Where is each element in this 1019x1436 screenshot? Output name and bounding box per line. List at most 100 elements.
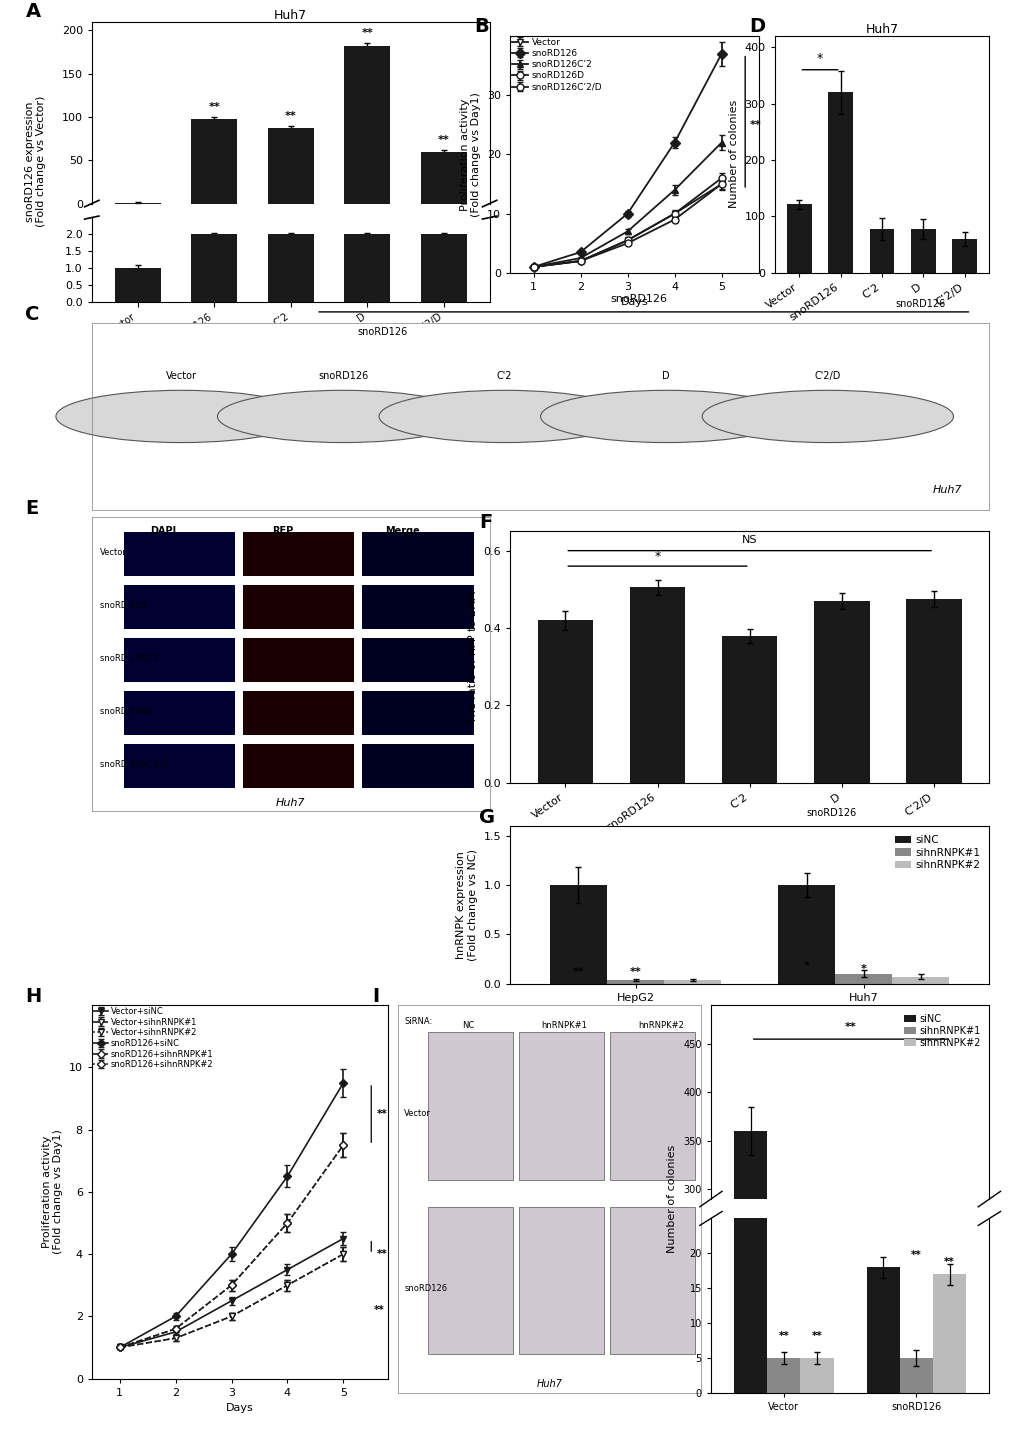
Text: Vector: Vector [100,547,126,557]
Text: RFP: RFP [272,526,293,536]
Text: Huh7: Huh7 [536,1379,561,1389]
Text: B: B [474,17,488,36]
Legend: siNC, sihnRNPK#1, sihnRNPK#2: siNC, sihnRNPK#1, sihnRNPK#2 [899,1010,983,1051]
Text: snoRD 126C'2/D: snoRD 126C'2/D [100,760,168,768]
Text: H: H [25,988,42,1007]
Text: hnRNPK#2: hnRNPK#2 [638,1021,684,1030]
Circle shape [540,391,791,442]
Bar [519,1032,603,1179]
Bar [734,0,766,1393]
Text: snoRD126: snoRD126 [895,299,945,309]
Text: A: A [25,3,41,22]
Text: hnRNPK#1: hnRNPK#1 [541,1021,587,1030]
FancyBboxPatch shape [243,584,354,629]
Text: *: * [803,961,809,971]
Text: **: ** [944,1258,954,1268]
Text: C'2/D: C'2/D [814,370,841,381]
Bar [777,885,835,984]
X-axis label: Days: Days [621,297,648,307]
Text: C: C [25,306,40,325]
FancyBboxPatch shape [123,584,234,629]
Bar [932,1274,965,1393]
FancyBboxPatch shape [243,744,354,788]
Bar [609,1206,694,1354]
Y-axis label: The ratio of RFP to DAPI: The ratio of RFP to DAPI [467,590,477,724]
Bar [906,599,961,783]
X-axis label: Days: Days [226,1403,254,1413]
Text: snoRD126: snoRD126 [357,327,407,337]
FancyBboxPatch shape [123,638,234,682]
FancyBboxPatch shape [123,531,234,576]
FancyBboxPatch shape [362,691,473,735]
FancyBboxPatch shape [123,744,234,788]
Circle shape [379,391,630,442]
Legend: siNC, sihnRNPK#1, sihnRNPK#2: siNC, sihnRNPK#1, sihnRNPK#2 [891,831,983,875]
Bar [835,974,892,984]
Bar [813,600,869,783]
Text: snoRD 126D: snoRD 126D [100,707,152,715]
Bar [519,1206,603,1354]
Circle shape [217,391,469,442]
Bar [609,1032,694,1179]
Text: NC: NC [462,1021,474,1030]
Text: snoRD 126: snoRD 126 [100,600,146,610]
Text: snoRD126: snoRD126 [318,370,368,381]
Circle shape [701,391,953,442]
Text: snoRD126 expression
(Fold change vs Vector): snoRD126 expression (Fold change vs Vect… [24,96,47,227]
Y-axis label: Number of colonies: Number of colonies [729,101,738,208]
Text: **: ** [376,1249,387,1259]
FancyBboxPatch shape [243,638,354,682]
Text: Huh7: Huh7 [932,485,962,495]
FancyBboxPatch shape [362,638,473,682]
Bar [428,1206,513,1354]
Bar [787,204,811,273]
Text: **: ** [374,1305,384,1315]
Title: Huh7: Huh7 [864,23,898,36]
Bar [866,1268,899,1393]
FancyBboxPatch shape [243,691,354,735]
Text: **: ** [284,111,297,121]
Text: **: ** [811,1331,821,1341]
Bar [421,234,467,302]
Bar [766,1358,800,1393]
Bar [268,234,314,302]
Text: DAPI: DAPI [150,526,176,536]
Bar [268,128,314,204]
FancyBboxPatch shape [123,691,234,735]
FancyBboxPatch shape [362,744,473,788]
Bar [952,238,976,273]
Bar [549,885,606,984]
Text: **: ** [844,1022,855,1032]
Text: **: ** [777,1331,789,1341]
Legend: Vector+siNC, Vector+sihnRNPK#1, Vector+sihnRNPK#2, snoRD126+siNC, snoRD126+sihnR: Vector+siNC, Vector+sihnRNPK#1, Vector+s… [94,1007,213,1070]
Text: **: ** [208,102,220,112]
Text: D: D [748,17,764,36]
Y-axis label: hnRNPK expression
(Fold change vs NC): hnRNPK expression (Fold change vs NC) [455,849,477,961]
Bar [192,119,236,204]
Bar [606,979,663,984]
Text: **: ** [749,119,761,129]
Text: E: E [25,500,39,518]
Title: Huh7: Huh7 [274,9,307,22]
Text: C'2: C'2 [496,370,512,381]
Bar [114,269,161,302]
Text: **: ** [629,966,641,976]
Text: SiRNA:: SiRNA: [404,1017,432,1025]
Text: F: F [479,514,492,533]
Bar [869,228,894,273]
Bar [192,234,236,302]
Text: **: ** [437,135,449,145]
Text: *: * [654,550,660,563]
FancyBboxPatch shape [243,531,354,576]
Bar [344,234,390,302]
Text: *: * [860,964,866,974]
Text: **: ** [361,29,373,37]
Y-axis label: Proliferation activity
(Fold change vs Day1): Proliferation activity (Fold change vs D… [460,92,481,217]
Text: Vector: Vector [404,1109,431,1119]
Text: Number of colonies: Number of colonies [666,1144,677,1254]
Bar [827,92,852,273]
Bar [663,979,720,984]
FancyBboxPatch shape [362,584,473,629]
Bar [800,1358,833,1393]
Bar [630,587,685,783]
